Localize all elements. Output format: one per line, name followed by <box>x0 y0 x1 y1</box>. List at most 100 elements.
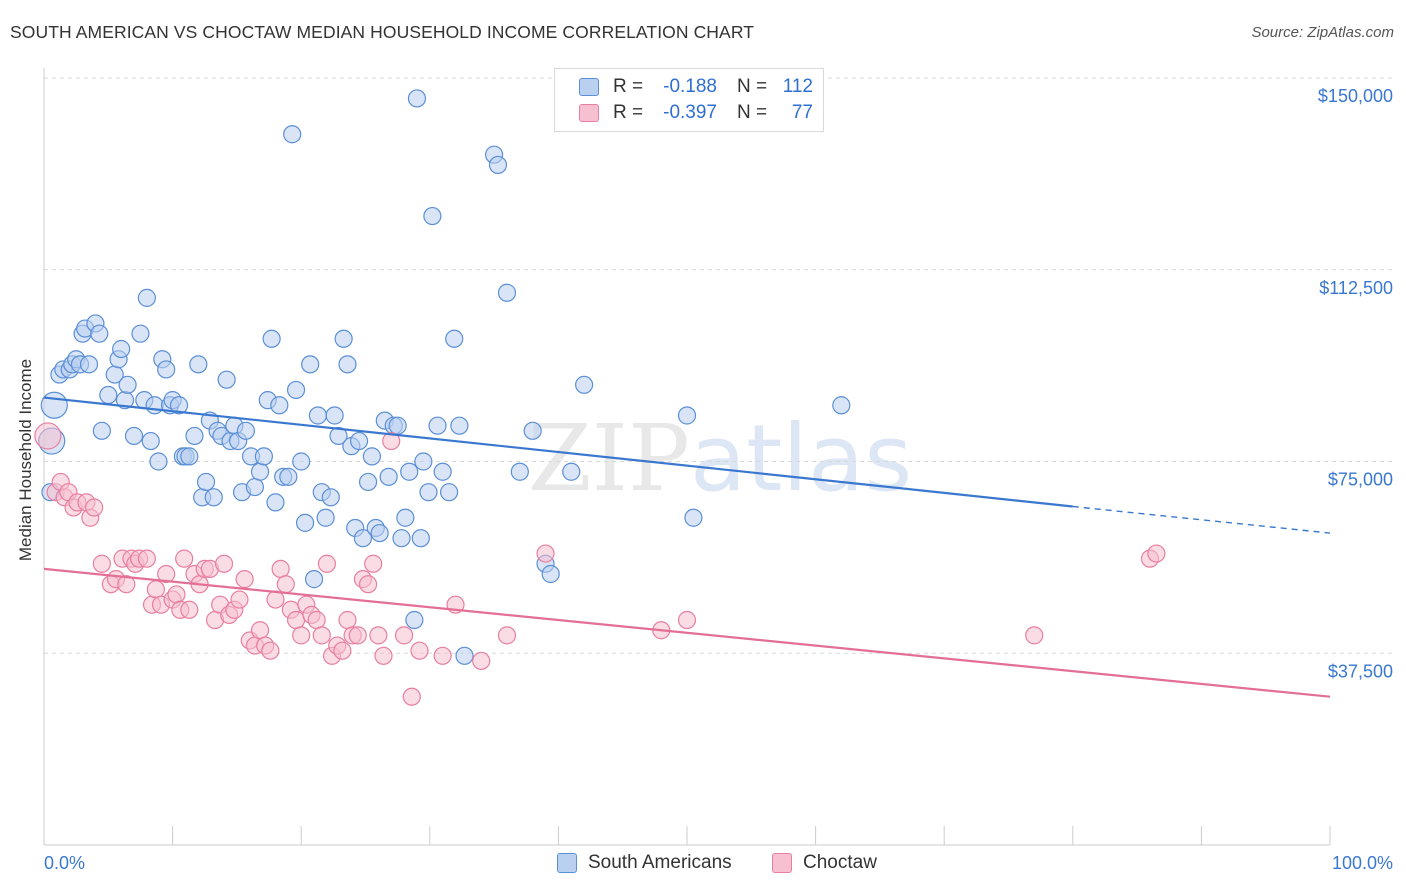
south-american-point <box>439 483 459 502</box>
south-american-point <box>118 375 137 394</box>
legend-n-value: 77 <box>791 102 813 123</box>
south-american-point <box>562 462 581 481</box>
x-tick-label: 0.0% <box>44 853 85 873</box>
south-american-point <box>329 426 348 446</box>
choctaw-point <box>92 554 111 573</box>
choctaw-point <box>214 554 234 573</box>
choctaw-point <box>1025 626 1044 645</box>
south-american-point <box>445 329 464 348</box>
choctaw-point <box>167 585 186 604</box>
choctaw-point <box>34 422 62 450</box>
south-american-point <box>488 155 508 175</box>
south-american-point <box>124 426 144 446</box>
legend-r-label: R = <box>613 102 644 123</box>
choctaw-point <box>175 549 194 568</box>
south-american-point <box>400 462 419 481</box>
blue-swatch-icon <box>579 78 599 96</box>
legend-row-choctaw: R = -0.397 N = 77 <box>579 101 813 125</box>
south-american-point <box>99 385 118 405</box>
legend-r-value: -0.188 <box>663 76 717 97</box>
south-american-point <box>292 452 311 471</box>
choctaw-point <box>472 651 491 671</box>
legend-n-value: 112 <box>782 76 813 97</box>
south-american-point <box>295 513 315 532</box>
south-american-point <box>245 477 265 497</box>
choctaw-point <box>266 590 285 609</box>
south-american-point <box>541 564 560 584</box>
choctaw-point <box>286 610 306 630</box>
choctaw-point <box>317 554 337 573</box>
south-american-point <box>262 329 281 348</box>
south-american-point <box>334 329 353 348</box>
south-american-point <box>79 355 99 374</box>
choctaw-point <box>230 590 249 609</box>
legend-r-value: -0.397 <box>663 102 717 123</box>
legend-label: Choctaw <box>803 852 877 873</box>
pink-swatch-icon <box>772 853 792 873</box>
south-american-point <box>266 493 285 512</box>
south-american-point <box>283 125 302 144</box>
south-american-point <box>392 529 411 548</box>
y-tick-label: $112,500 <box>1319 278 1393 298</box>
south-american-point <box>149 452 168 471</box>
south-american-point <box>196 472 216 492</box>
south-american-trendline <box>43 396 1073 508</box>
choctaw-point <box>497 626 517 645</box>
south-american-point <box>362 447 382 466</box>
choctaw-point <box>250 621 270 640</box>
choctaw-point <box>394 626 414 645</box>
south-american-point <box>510 462 529 481</box>
choctaw-point <box>276 575 295 594</box>
chart-title: SOUTH AMERICAN VS CHOCTAW MEDIAN HOUSEHO… <box>10 22 755 42</box>
legend-r-label: R = <box>613 76 644 97</box>
choctaw-point <box>433 646 452 665</box>
choctaw-point <box>117 575 136 594</box>
blue-swatch-icon <box>557 853 577 873</box>
choctaw-point <box>402 687 421 706</box>
south-american-point <box>141 431 160 451</box>
choctaw-point <box>1147 544 1166 563</box>
south-american-point <box>180 447 199 466</box>
south-american-point <box>388 416 407 435</box>
south-american-point <box>396 508 415 527</box>
south-american-point <box>301 355 320 374</box>
y-axis-label: Median Household Income <box>16 358 35 562</box>
legend-row-south-americans: R = -0.188 N = 112 <box>579 75 813 99</box>
south-american-point <box>411 529 430 548</box>
choctaw-point <box>677 610 697 630</box>
legend-item-choctaw: Choctaw <box>772 852 877 874</box>
south-american-point <box>321 488 340 507</box>
choctaw-point <box>382 431 401 451</box>
south-american-point <box>217 370 236 389</box>
south-american-point <box>316 508 335 527</box>
south-american-point <box>189 355 208 374</box>
south-american-point <box>370 523 389 543</box>
south-american-point <box>131 324 150 343</box>
series-legend: South Americans Choctaw <box>0 852 1406 878</box>
choctaw-point <box>157 564 176 584</box>
south-american-point <box>423 206 442 226</box>
south-american-point <box>40 391 68 419</box>
south-american-point <box>455 646 474 665</box>
choctaw-point <box>348 626 367 645</box>
south-american-point <box>353 529 373 548</box>
south-american-point <box>349 431 369 451</box>
south-american-point <box>379 467 398 486</box>
watermark: ZIPatlas <box>528 405 913 512</box>
south-american-point <box>832 396 851 415</box>
south-american-point <box>236 421 256 440</box>
south-american-point <box>92 421 111 440</box>
south-american-point <box>90 324 109 343</box>
south-american-point <box>358 472 378 492</box>
correlation-legend: R = -0.188 N = 112 R = -0.397 N = 77 <box>554 68 824 132</box>
south-american-point <box>279 467 298 486</box>
south-american-point <box>428 416 447 435</box>
south-american-point <box>304 570 324 589</box>
south-american-point <box>405 610 424 630</box>
choctaw-point <box>374 646 393 665</box>
legend-label: South Americans <box>588 852 732 873</box>
legend-n-label: N = <box>737 76 768 97</box>
choctaw-point <box>333 641 352 660</box>
south-american-point <box>575 375 594 394</box>
y-tick-label: $37,500 <box>1328 661 1393 681</box>
